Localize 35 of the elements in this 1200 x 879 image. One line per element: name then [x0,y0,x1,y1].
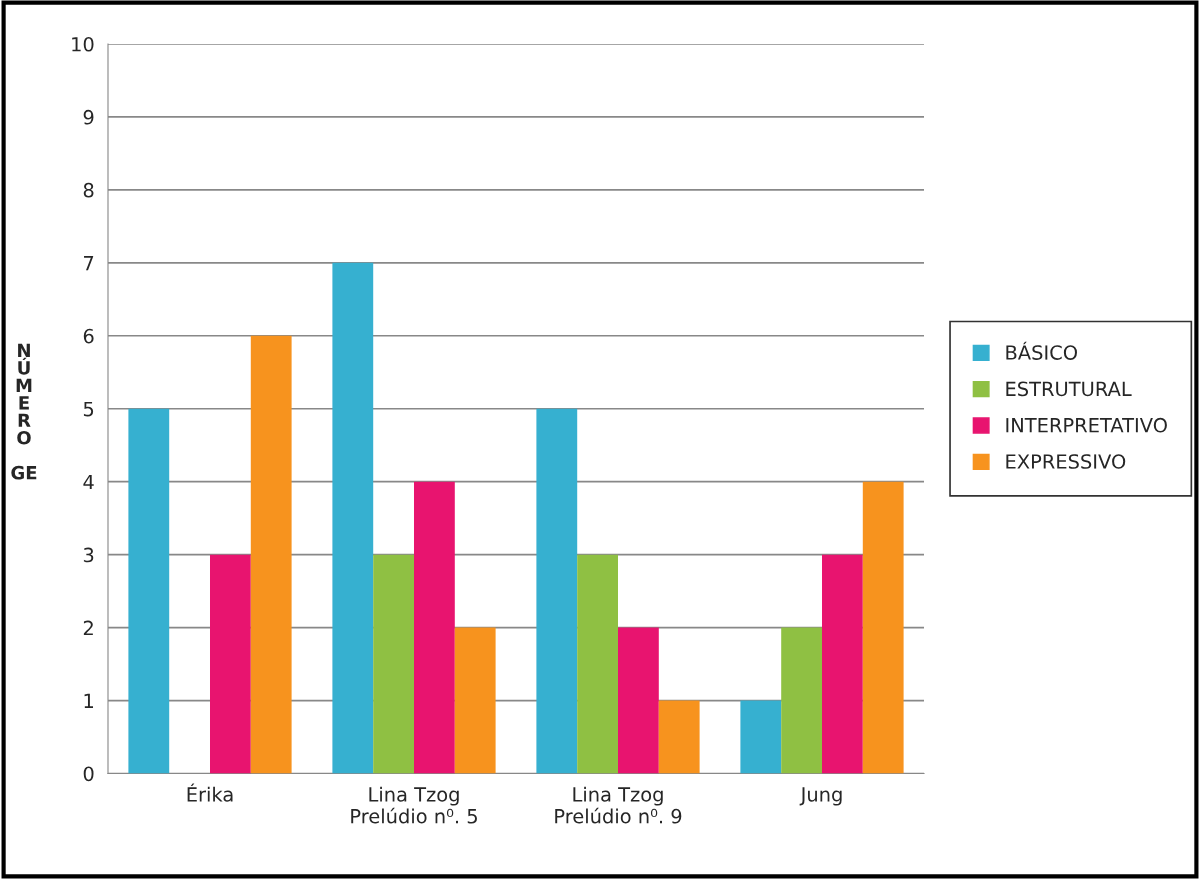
x-tick-label: Lina Tzog Prelúdio n⁰. 5 [351,786,477,824]
y-tick-label: 6 [83,328,94,344]
bar [373,554,414,774]
y-tick-label: 8 [83,182,94,198]
y-tick-label: 9 [83,109,94,125]
bar [822,554,863,774]
bar [740,700,782,774]
y-tick-label: 0 [83,766,94,782]
y-tick-label: 4 [83,474,94,490]
y-axis-title: NÚMERO GE [11,343,37,480]
bar [250,335,292,774]
x-tick-label: Lina Tzog Prelúdio n⁰. 9 [555,786,682,824]
bar [658,700,700,774]
bar [577,554,618,774]
bar [781,627,822,774]
y-tick-label: 7 [84,256,94,271]
y-tick-label: 1 [84,693,94,708]
legend-label: EXPRESSIVO [1006,454,1126,469]
bar [454,627,496,774]
y-tick-label: 10 [72,36,94,52]
bar [128,408,170,774]
bar [536,408,578,774]
y-tick-label: 3 [83,547,94,563]
legend-label: BÁSICO [1006,341,1077,360]
bar [862,481,904,774]
y-tick-label: 5 [83,401,94,417]
x-tick-label: Jung [799,787,842,806]
bar [618,627,659,774]
bar [414,481,455,774]
y-tick-label: 2 [83,620,93,635]
legend-label: ESTRUTURAL [1006,381,1132,397]
bar [332,262,374,774]
bar [210,554,251,774]
x-tick-label: Érika [187,783,233,802]
legend-label: INTERPRETATIVO [1006,417,1167,433]
